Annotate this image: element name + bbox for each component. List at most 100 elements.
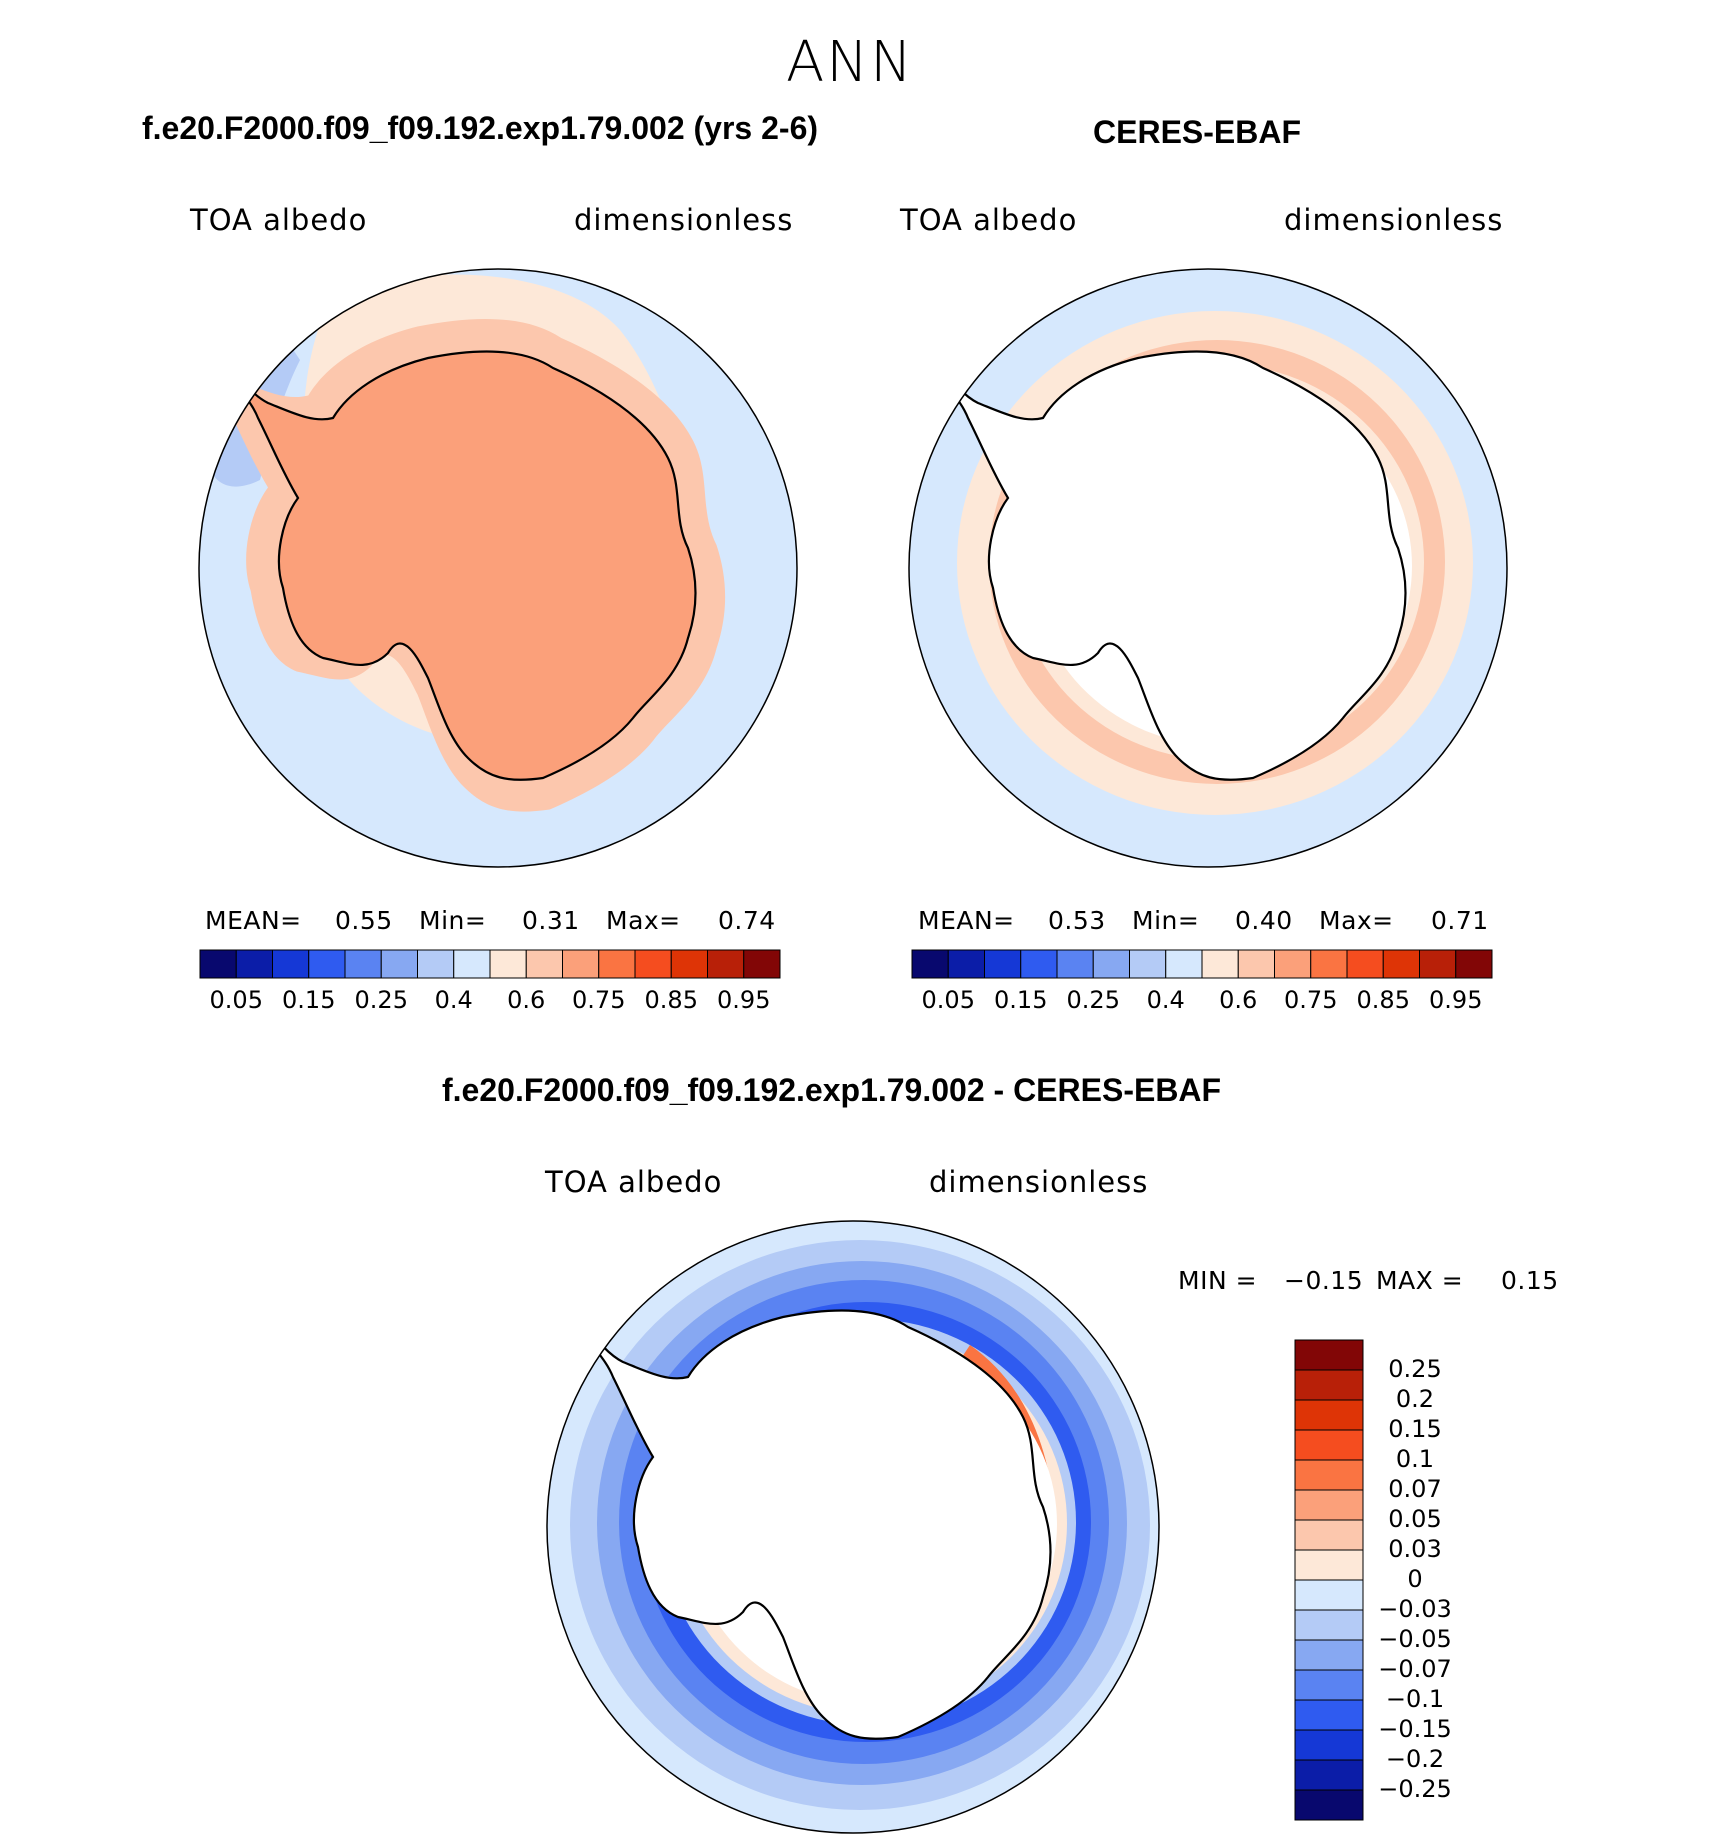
diff-colorbar-tick-label: −0.25 [1378, 1775, 1452, 1803]
obs-colorbar-swatch [1056, 949, 1094, 979]
obs-colorbar-swatch [1020, 949, 1058, 979]
obs-mean-value: 0.53 [1048, 906, 1106, 935]
diff-colorbar-swatch [1294, 1699, 1364, 1731]
diff-colorbar-tick-label: −0.03 [1378, 1595, 1452, 1623]
diff-colorbar-tick-label: 0.07 [1388, 1475, 1442, 1503]
obs-colorbar-tick-label: 0.25 [1066, 986, 1120, 1014]
diff-colorbar-swatch [1294, 1369, 1364, 1401]
model-units-label: dimensionless [574, 203, 794, 237]
obs-colorbar-swatch [1310, 949, 1348, 979]
obs-colorbar-tick-label: 0.95 [1429, 986, 1483, 1014]
model-colorbar-swatch [344, 949, 382, 979]
model-colorbar-swatch [380, 949, 418, 979]
model-colorbar-swatch [417, 949, 455, 979]
diff-colorbar-swatch [1294, 1339, 1364, 1371]
model-colorbar-swatch [743, 949, 781, 979]
obs-colorbar-tick-label: 0.15 [994, 986, 1048, 1014]
model-colorbar-tick-label: 0.85 [644, 986, 698, 1014]
diff-colorbar-tick-label: 0 [1407, 1565, 1423, 1593]
model-map-border [198, 268, 798, 868]
obs-colorbar-swatch [1129, 949, 1167, 979]
diff-colorbar-swatch [1294, 1609, 1364, 1641]
obs-colorbar-swatch [984, 949, 1022, 979]
obs-min-value: 0.40 [1235, 906, 1293, 935]
model-colorbar-swatch [489, 949, 527, 979]
obs-colorbar-swatch [911, 949, 949, 979]
diff-colorbar-swatch [1294, 1459, 1364, 1491]
diff-units-label: dimensionless [929, 1165, 1149, 1199]
model-max-label: Max= [606, 906, 681, 935]
model-colorbar-tick-label: 0.25 [354, 986, 408, 1014]
diff-colorbar-tick-label: 0.05 [1388, 1505, 1442, 1533]
obs-max-value: 0.71 [1431, 906, 1489, 935]
obs-colorbar-tick-label: 0.05 [921, 986, 975, 1014]
diff-colorbar-swatch [1294, 1579, 1364, 1611]
diff-colorbar-tick-label: 0.03 [1388, 1535, 1442, 1563]
model-colorbar-swatch [453, 949, 491, 979]
obs-colorbar-tick-label: 0.85 [1356, 986, 1410, 1014]
model-colorbar-swatch [308, 949, 346, 979]
diff-colorbar-tick-label: 0.25 [1388, 1355, 1442, 1383]
diff-max-label: MAX = [1376, 1266, 1464, 1295]
obs-colorbar-swatch [1382, 949, 1420, 979]
diff-colorbar [1294, 1339, 1364, 1821]
obs-units-label: dimensionless [1284, 203, 1504, 237]
model-min-value: 0.31 [522, 906, 580, 935]
diff-colorbar-tick-label: 0.1 [1395, 1445, 1435, 1473]
obs-colorbar-swatch [1419, 949, 1457, 979]
obs-panel-title: CERES-EBAF [1093, 114, 1302, 150]
model-colorbar-swatch [199, 949, 237, 979]
diff-colorbar-swatch [1294, 1669, 1364, 1701]
model-colorbar-swatch [670, 949, 708, 979]
obs-map [909, 269, 1507, 867]
diff-min-label: MIN = [1178, 1266, 1258, 1295]
model-colorbar-tick-label: 0.6 [507, 986, 546, 1014]
diff-colorbar-swatch [1294, 1399, 1364, 1431]
model-colorbar-swatch [525, 949, 563, 979]
diff-colorbar-swatch [1294, 1489, 1364, 1521]
obs-colorbar-swatch [1455, 949, 1493, 979]
diff-colorbar-tick-label: −0.15 [1378, 1715, 1452, 1743]
model-colorbar-swatch [272, 949, 310, 979]
obs-variable-label: TOA albedo [900, 203, 1078, 237]
model-colorbar-swatch [235, 949, 273, 979]
obs-colorbar-swatch [1346, 949, 1384, 979]
diff-colorbar-swatch [1294, 1759, 1364, 1791]
obs-colorbar-swatch [1237, 949, 1275, 979]
model-colorbar-swatch [634, 949, 672, 979]
diff-max-value: 0.15 [1501, 1266, 1559, 1295]
diff-colorbar-tick-label: −0.2 [1385, 1745, 1445, 1773]
model-colorbar-tick-label: 0.15 [282, 986, 336, 1014]
diff-panel-title: f.e20.F2000.f09_f09.192.exp1.79.002 - CE… [442, 1072, 1222, 1108]
diff-colorbar-tick-label: −0.1 [1385, 1685, 1445, 1713]
model-colorbar-tick-label: 0.95 [717, 986, 771, 1014]
model-colorbar-tick-label: 0.4 [434, 986, 473, 1014]
diff-colorbar-swatch [1294, 1429, 1364, 1461]
diff-colorbar-swatch [1294, 1789, 1364, 1821]
diff-variable-label: TOA albedo [545, 1165, 723, 1199]
model-map [199, 269, 797, 867]
obs-min-label: Min= [1132, 906, 1200, 935]
figure-title: ANN [785, 30, 915, 95]
model-colorbar-swatch [707, 949, 745, 979]
obs-colorbar-swatch [1274, 949, 1312, 979]
model-mean-value: 0.55 [335, 906, 393, 935]
diff-colorbar-tick-label: −0.05 [1378, 1625, 1452, 1653]
obs-colorbar-tick-label: 0.4 [1146, 986, 1185, 1014]
diff-min-value: −0.15 [1284, 1266, 1364, 1295]
obs-colorbar-swatch [1201, 949, 1239, 979]
obs-colorbar-swatch [947, 949, 985, 979]
model-colorbar-tick-label: 0.75 [572, 986, 626, 1014]
model-colorbar-swatch [598, 949, 636, 979]
diff-colorbar-tick-label: 0.15 [1388, 1415, 1442, 1443]
model-panel-title: f.e20.F2000.f09_f09.192.exp1.79.002 (yrs… [142, 110, 819, 146]
model-min-label: Min= [419, 906, 487, 935]
model-colorbar [199, 949, 781, 979]
obs-colorbar-swatch [1165, 949, 1203, 979]
obs-colorbar-tick-label: 0.75 [1284, 986, 1338, 1014]
model-colorbar-tick-label: 0.05 [209, 986, 263, 1014]
diff-colorbar-tick-label: 0.2 [1395, 1385, 1435, 1413]
diff-colorbar-swatch [1294, 1729, 1364, 1761]
model-mean-label: MEAN= [205, 906, 302, 935]
